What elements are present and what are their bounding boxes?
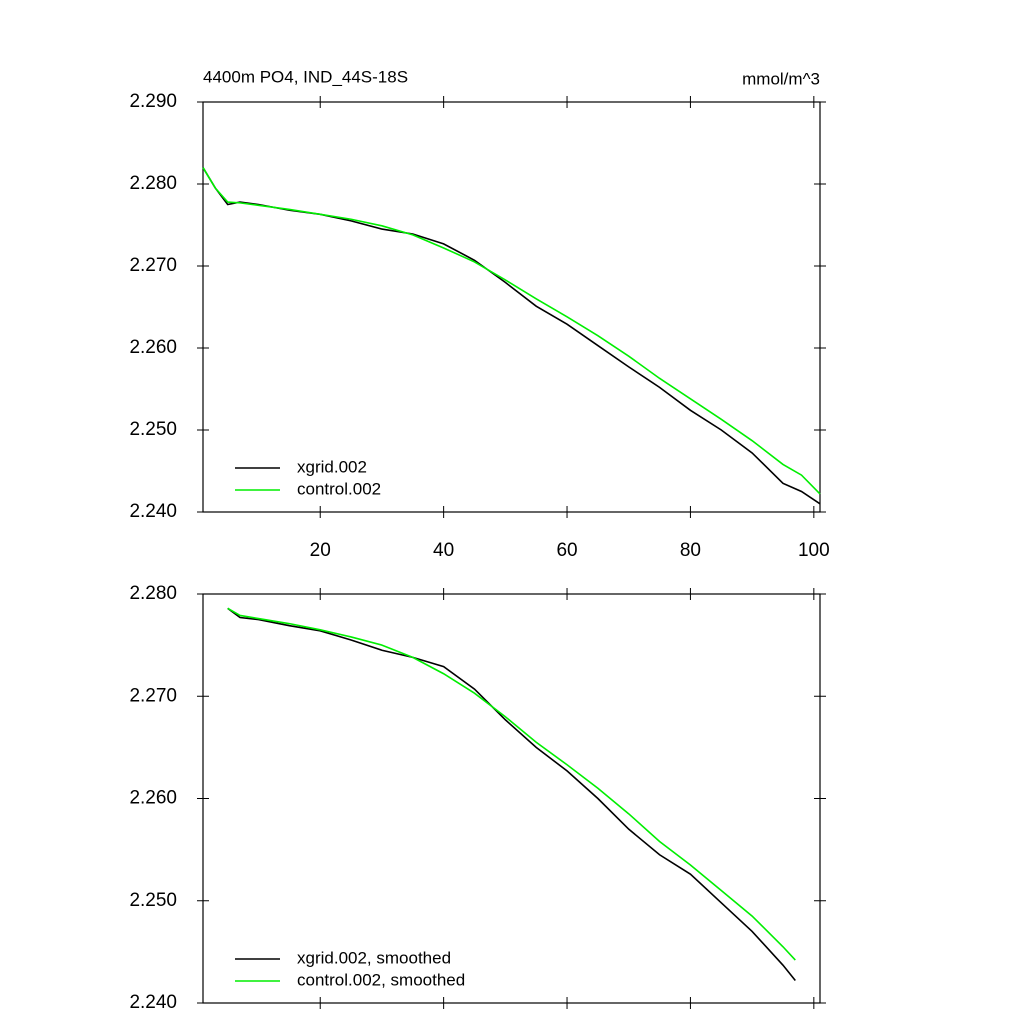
series-line — [202, 167, 821, 505]
y-tick-label: 2.280 — [129, 583, 177, 604]
y-tick-label: 2.270 — [129, 255, 177, 276]
x-tick-label: 80 — [680, 540, 701, 561]
plot-frame — [202, 593, 821, 1004]
x-tick-label: 40 — [433, 540, 454, 561]
series-line — [202, 167, 821, 495]
plot-frame — [202, 101, 821, 513]
y-tick-label: 2.250 — [129, 890, 177, 911]
units-label: mmol/m^3 — [742, 69, 820, 88]
legend-label: control.002 — [297, 479, 381, 498]
y-tick-label: 2.270 — [129, 685, 177, 706]
legend-label: control.002, smoothed — [297, 970, 465, 989]
y-tick-label: 2.290 — [129, 91, 177, 112]
legend-label: xgrid.002, smoothed — [297, 948, 451, 967]
y-tick-label: 2.260 — [129, 788, 177, 809]
series-line — [227, 607, 796, 961]
y-tick-label: 2.260 — [129, 337, 177, 358]
x-tick-label: 100 — [798, 540, 830, 561]
y-tick-label: 2.250 — [129, 419, 177, 440]
y-tick-label: 2.240 — [129, 501, 177, 522]
legend-label: xgrid.002 — [297, 457, 367, 476]
x-tick-label: 60 — [556, 540, 577, 561]
y-tick-label: 2.280 — [129, 173, 177, 194]
series-line — [227, 607, 796, 982]
x-tick-label: 20 — [310, 540, 331, 561]
y-tick-label: 2.240 — [129, 992, 177, 1013]
chart-title: 4400m PO4, IND_44S-18S — [203, 67, 408, 86]
